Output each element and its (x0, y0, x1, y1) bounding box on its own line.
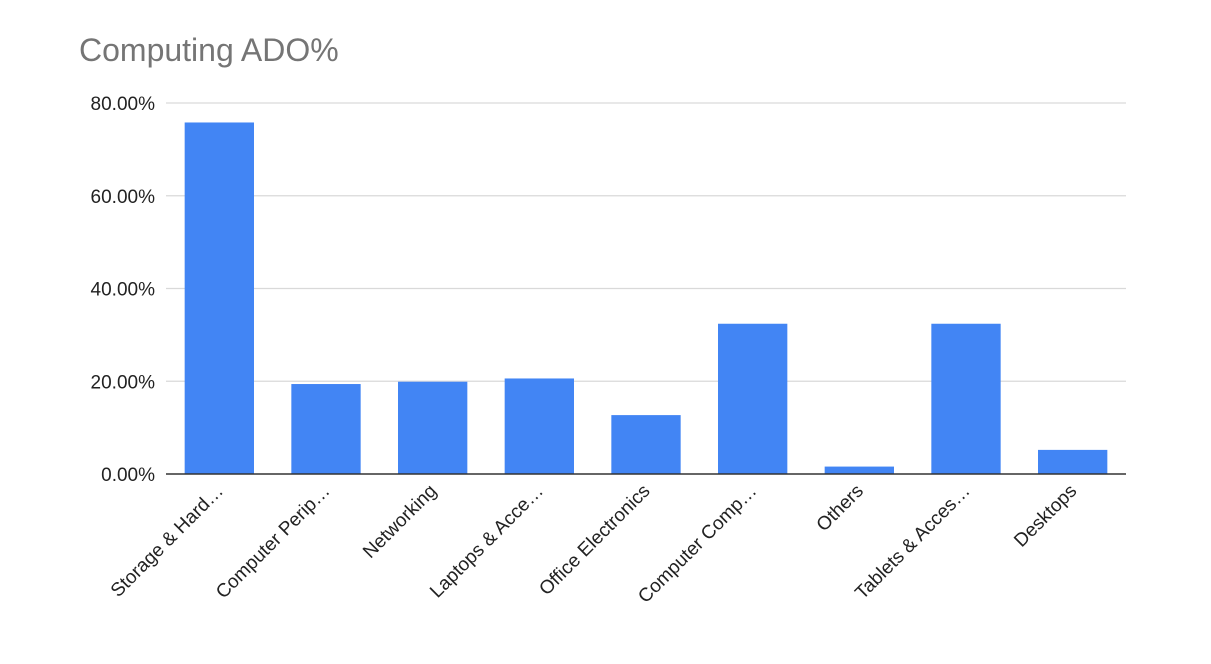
x-tick-label: Computer Perip… (212, 481, 334, 603)
y-tick-label: 20.00% (91, 372, 156, 393)
bar (398, 381, 468, 474)
bar (718, 323, 788, 474)
x-tick-label: Office Electronics (535, 481, 654, 600)
bar (184, 122, 254, 474)
y-tick-label: 40.00% (91, 280, 156, 301)
x-tick-label: Desktops (1010, 481, 1081, 552)
y-tick-label: 60.00% (91, 187, 156, 208)
y-tick-label: 80.00% (91, 94, 156, 115)
bar (504, 378, 574, 474)
chart-title: Computing ADO% (79, 32, 339, 68)
bar (291, 384, 361, 474)
y-tick-label: 0.00% (101, 465, 155, 486)
x-tick-label: Tablets & Acces… (851, 481, 974, 604)
bar (611, 415, 681, 474)
x-tick-label: Others (813, 481, 868, 536)
bar (931, 323, 1001, 474)
x-tick-label: Storage & Hard… (107, 481, 228, 602)
x-tick-label: Networking (359, 481, 441, 563)
x-tick-label: Laptops & Acce… (426, 481, 548, 603)
bar (824, 466, 894, 474)
x-tick-labels: Storage & Hard…Computer Perip… Networking… (107, 481, 1081, 608)
bars (184, 122, 1108, 474)
x-tick-label: Computer Comp… (634, 481, 761, 608)
bar (1038, 449, 1108, 474)
y-tick-labels: 0.00% 20.00% 40.00% 60.00% 80.00% (91, 94, 156, 486)
